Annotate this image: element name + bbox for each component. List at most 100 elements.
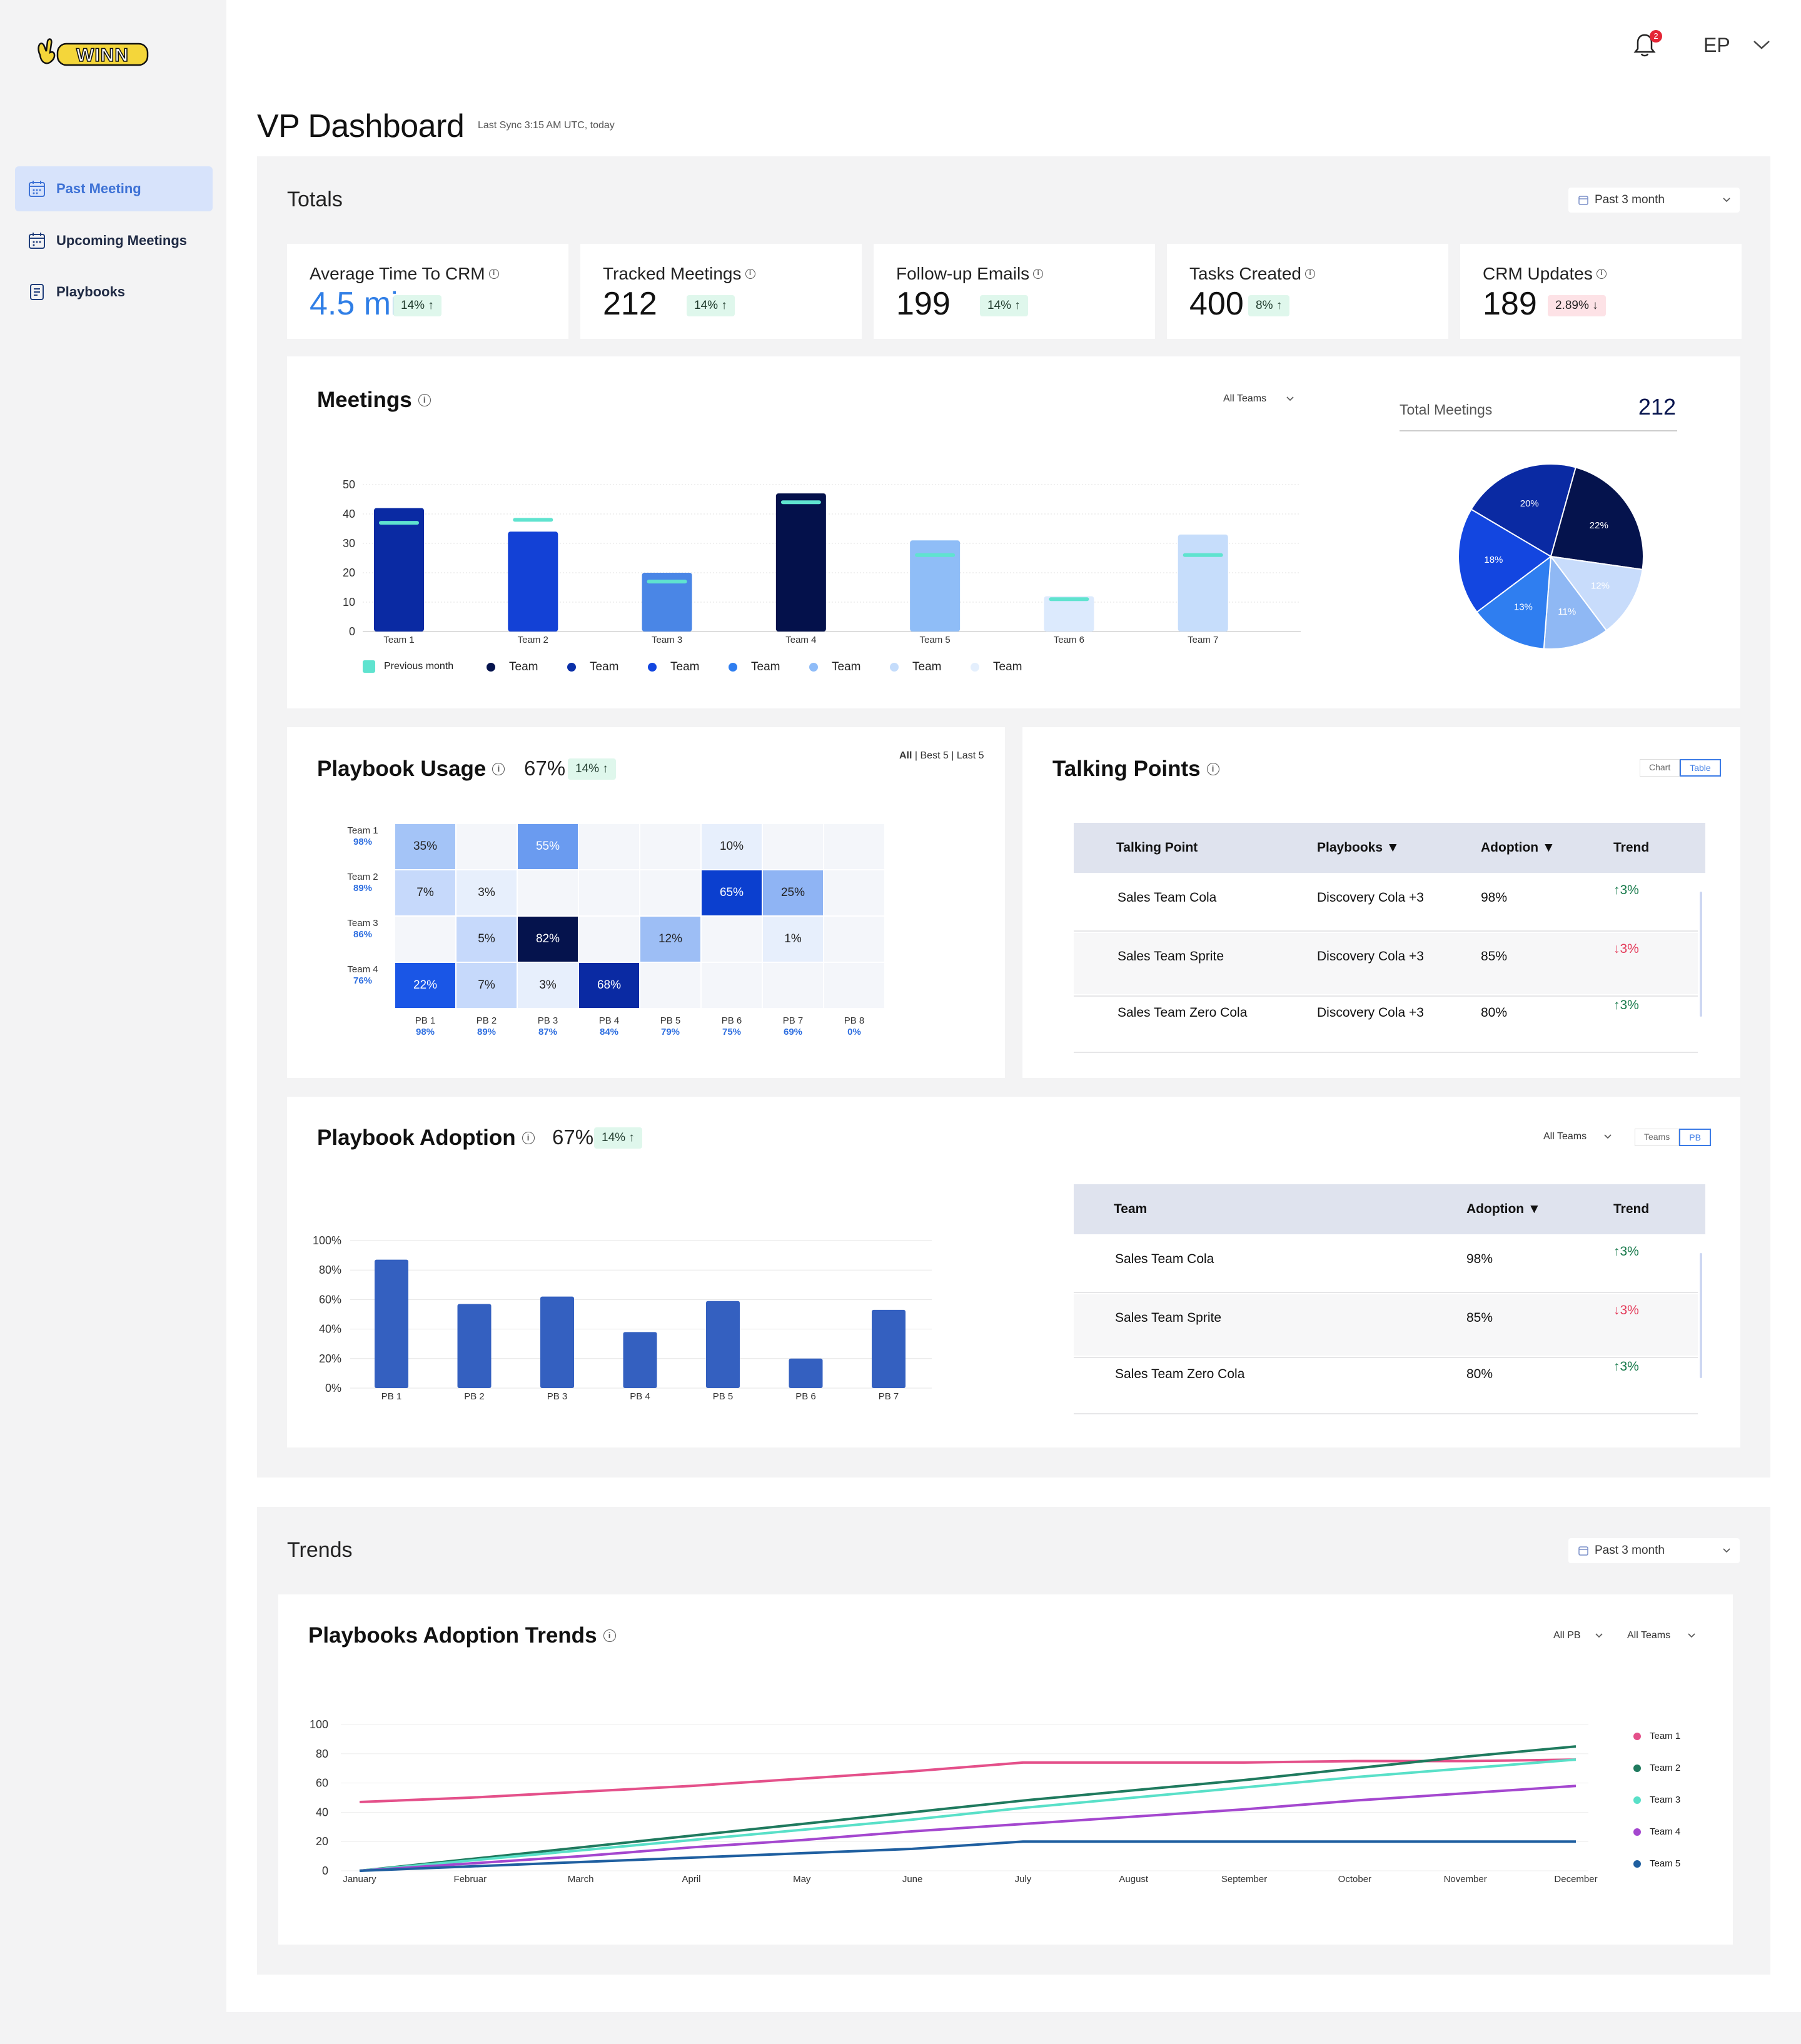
pie-slice[interactable] xyxy=(1543,555,1608,650)
meetings-team-filter[interactable]: All Teams xyxy=(1219,388,1301,410)
meetings-bar[interactable] xyxy=(910,540,961,632)
trends-pb-filter[interactable]: All PB xyxy=(1547,1624,1607,1647)
trend-line[interactable] xyxy=(359,1785,1577,1872)
user-initials[interactable]: EP xyxy=(1703,34,1730,56)
heatmap-cell[interactable]: 7% xyxy=(395,870,455,915)
column-header[interactable]: Adoption ▼ xyxy=(1466,1202,1541,1216)
meetings-bar[interactable] xyxy=(374,508,424,632)
heatmap-cell[interactable]: 68% xyxy=(579,963,639,1008)
heatmap-cell[interactable] xyxy=(579,870,639,915)
table-row-name[interactable]: Sales Team Zero Cola xyxy=(1115,1367,1245,1381)
heatmap-cell[interactable] xyxy=(702,917,762,962)
column-header[interactable]: Trend xyxy=(1613,1202,1650,1216)
heatmap-cell[interactable]: 10% xyxy=(702,824,762,869)
adoption-bar[interactable] xyxy=(789,1358,823,1388)
table-row-name[interactable]: Sales Team Zero Cola xyxy=(1117,1005,1248,1020)
trend-line[interactable] xyxy=(359,1745,1577,1872)
adoption-bar[interactable] xyxy=(457,1304,492,1388)
heatmap-cell[interactable] xyxy=(457,824,517,869)
filter-all[interactable]: All xyxy=(899,750,912,761)
heatmap-cell[interactable] xyxy=(824,917,884,962)
winn-logo[interactable]: WINN xyxy=(34,36,153,70)
meetings-bar[interactable] xyxy=(1178,534,1228,632)
pie-slice[interactable] xyxy=(1549,555,1643,632)
meetings-bar[interactable] xyxy=(642,573,692,632)
info-icon[interactable]: i xyxy=(522,1132,535,1144)
trend-legend-item[interactable]: Team 2 xyxy=(1633,1763,1680,1773)
heatmap-cell[interactable] xyxy=(763,963,823,1008)
heatmap-cell[interactable]: 35% xyxy=(395,824,455,869)
trend-line[interactable] xyxy=(359,1758,1577,1872)
heatmap-cell[interactable] xyxy=(763,824,823,869)
table-scrollbar[interactable] xyxy=(1700,892,1702,1017)
heatmap-cell[interactable]: 3% xyxy=(457,870,517,915)
sidebar-item-past-meeting[interactable]: Past Meeting xyxy=(15,166,213,211)
heatmap-cell[interactable] xyxy=(640,824,700,869)
pie-slice[interactable] xyxy=(1550,466,1644,570)
column-header[interactable]: Talking Point xyxy=(1116,840,1198,855)
trend-line[interactable] xyxy=(359,1758,1577,1804)
column-header[interactable]: Playbooks ▼ xyxy=(1317,840,1400,855)
heatmap-cell[interactable]: 55% xyxy=(518,824,578,869)
heatmap-cell[interactable] xyxy=(579,917,639,962)
info-icon[interactable]: i xyxy=(488,269,499,279)
toggle-pb[interactable]: PB xyxy=(1679,1129,1711,1146)
info-icon[interactable]: i xyxy=(418,394,431,406)
heatmap-cell[interactable]: 3% xyxy=(518,963,578,1008)
info-icon[interactable]: i xyxy=(745,269,755,279)
heatmap-cell[interactable]: 1% xyxy=(763,917,823,962)
adoption-bar[interactable] xyxy=(375,1259,408,1388)
heatmap-cell[interactable]: 82% xyxy=(518,917,578,962)
info-icon[interactable]: i xyxy=(603,1629,616,1642)
pie-slice[interactable] xyxy=(1476,555,1552,650)
trend-legend-item[interactable]: Team 1 xyxy=(1633,1731,1680,1741)
toggle-chart[interactable]: Chart xyxy=(1640,759,1680,777)
table-row-name[interactable]: Sales Team Cola xyxy=(1115,1252,1214,1266)
heatmap-cell[interactable] xyxy=(702,963,762,1008)
meetings-bar[interactable] xyxy=(508,531,558,632)
heatmap-cell[interactable] xyxy=(640,870,700,915)
heatmap-cell[interactable] xyxy=(640,963,700,1008)
trend-legend-item[interactable]: Team 4 xyxy=(1633,1826,1680,1837)
heatmap-cell[interactable] xyxy=(824,824,884,869)
heatmap-cell[interactable] xyxy=(518,870,578,915)
info-icon[interactable]: i xyxy=(492,763,505,775)
chevron-down-icon[interactable] xyxy=(1752,39,1771,51)
table-row-name[interactable]: Sales Team Cola xyxy=(1117,890,1217,905)
column-header[interactable]: Trend xyxy=(1613,840,1650,855)
bell-icon[interactable] xyxy=(1632,31,1657,59)
filter-last-5[interactable]: Last 5 xyxy=(956,750,984,761)
adoption-bar[interactable] xyxy=(540,1296,574,1388)
totals-range-dropdown[interactable]: Past 3 month xyxy=(1568,188,1740,213)
heatmap-cell[interactable]: 25% xyxy=(763,870,823,915)
info-icon[interactable]: i xyxy=(1596,269,1607,279)
filter-best-5[interactable]: Best 5 xyxy=(920,750,949,761)
heatmap-cell[interactable]: 5% xyxy=(457,917,517,962)
table-row-name[interactable]: Sales Team Sprite xyxy=(1117,949,1224,964)
trends-team-filter[interactable]: All Teams xyxy=(1620,1624,1701,1647)
heatmap-cell[interactable]: 65% xyxy=(702,870,762,915)
toggle-table[interactable]: Table xyxy=(1680,759,1721,777)
trend-legend-item[interactable]: Team 5 xyxy=(1633,1858,1680,1869)
info-icon[interactable]: i xyxy=(1033,269,1044,279)
adoption-bar[interactable] xyxy=(623,1332,657,1388)
trend-legend-item[interactable]: Team 3 xyxy=(1633,1795,1680,1805)
info-icon[interactable]: i xyxy=(1206,763,1219,775)
heatmap-cell[interactable]: 12% xyxy=(640,917,700,962)
heatmap-cell[interactable] xyxy=(395,917,455,962)
trends-range-dropdown[interactable]: Past 3 month xyxy=(1568,1538,1740,1563)
heatmap-cell[interactable] xyxy=(579,824,639,869)
adoption-bar[interactable] xyxy=(706,1301,740,1388)
column-header[interactable]: Adoption ▼ xyxy=(1481,840,1555,855)
table-scrollbar[interactable] xyxy=(1700,1253,1702,1378)
heatmap-cell[interactable] xyxy=(824,870,884,915)
info-icon[interactable]: i xyxy=(1304,269,1315,279)
pie-slice[interactable] xyxy=(1458,508,1552,613)
meetings-bar[interactable] xyxy=(775,493,826,632)
heatmap-cell[interactable] xyxy=(824,963,884,1008)
table-row-name[interactable]: Sales Team Sprite xyxy=(1115,1311,1222,1325)
pie-slice[interactable] xyxy=(1470,463,1577,558)
trend-line[interactable] xyxy=(359,1840,1576,1872)
sidebar-item-upcoming-meetings[interactable]: Upcoming Meetings xyxy=(15,218,213,263)
adoption-bar[interactable] xyxy=(872,1309,906,1388)
